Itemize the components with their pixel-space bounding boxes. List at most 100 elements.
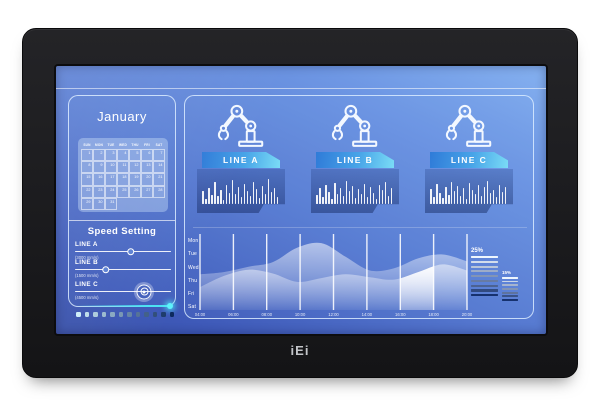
pager-dot[interactable] (101, 312, 106, 317)
mini-bar (492, 189, 495, 204)
calendar-date-cell[interactable]: 15 (81, 173, 93, 186)
calendar-date-cell[interactable]: 29 (81, 197, 93, 210)
pager-dot[interactable] (152, 312, 157, 317)
calendar-empty-cell (129, 198, 141, 210)
pager-dot[interactable] (169, 312, 174, 317)
calendar-date-cell[interactable]: 4 (117, 149, 129, 162)
calendar-date-cell[interactable]: 18 (117, 173, 129, 186)
slider-knob[interactable] (136, 284, 152, 300)
mini-bar (375, 199, 378, 204)
gauge-bar (502, 295, 518, 298)
gauge-bar (502, 299, 518, 301)
mini-bar (333, 183, 336, 204)
pager-dot[interactable] (110, 312, 115, 317)
calendar-date-cell[interactable]: 9 (93, 161, 105, 174)
calendar-date-cell[interactable]: 30 (93, 197, 105, 210)
pager-dot[interactable] (144, 312, 149, 317)
chart-x-label: 18:00 (428, 312, 439, 317)
mini-bar (225, 185, 228, 204)
line-tab[interactable]: LINE A (202, 152, 280, 168)
gauge-bar (471, 265, 498, 268)
calendar-date-cell[interactable]: 11 (117, 161, 129, 174)
calendar-date-cell[interactable]: 25 (117, 185, 129, 198)
calendar-day-header: MON (94, 143, 104, 147)
slider-knob[interactable] (101, 265, 110, 274)
slider-knob[interactable] (126, 247, 135, 256)
mini-bar (324, 184, 327, 204)
calendar-date-cell[interactable]: 7 (153, 149, 165, 162)
calendar-date-cell[interactable]: 22 (81, 185, 93, 198)
mini-bar (435, 184, 438, 204)
calendar-date-cell[interactable]: 20 (141, 173, 153, 186)
knob-center-dot (142, 290, 146, 294)
calendar-date-cell[interactable]: 13 (141, 161, 153, 174)
mini-bar (207, 187, 210, 204)
slider-track[interactable] (75, 251, 171, 253)
gauge-bar (471, 279, 498, 282)
calendar-date-cell[interactable]: 19 (129, 173, 141, 186)
pager-dot[interactable] (127, 312, 132, 317)
line-tab[interactable]: LINE C (430, 152, 508, 168)
calendar-date-cell[interactable]: 26 (129, 185, 141, 198)
mini-bar (351, 186, 354, 204)
calendar-date-cell[interactable]: 3 (105, 149, 117, 162)
mini-bar (354, 198, 357, 204)
mini-bar (462, 188, 465, 204)
pager-dot[interactable] (93, 312, 98, 317)
pager-dot[interactable] (135, 312, 140, 317)
mini-bar (316, 195, 318, 204)
pager-dot[interactable] (76, 312, 81, 317)
calendar-date-cell[interactable]: 24 (105, 185, 117, 198)
calendar-date-cell[interactable]: 8 (81, 161, 93, 174)
calendar-date-cell[interactable]: 12 (129, 161, 141, 174)
calendar-date-cell[interactable]: 28 (153, 185, 165, 198)
production-line-card: LINE A (197, 100, 285, 213)
chart-x-label: 10:00 (295, 312, 306, 317)
mini-bar (465, 198, 468, 204)
line-tab[interactable]: LINE B (316, 152, 394, 168)
slider-track[interactable] (75, 269, 171, 271)
calendar-date-cell[interactable]: 6 (141, 149, 153, 162)
calendar-date-cell[interactable]: 27 (141, 185, 153, 198)
mini-bar (345, 180, 348, 204)
calendar-date-cell[interactable]: 17 (105, 173, 117, 186)
slider-track[interactable] (75, 291, 171, 293)
chart-gridline (232, 234, 235, 310)
mini-bar (483, 187, 486, 204)
pager-dot[interactable] (161, 312, 166, 317)
chart-x-label: 06:00 (228, 312, 239, 317)
calendar-date-cell[interactable]: 1 (81, 149, 93, 162)
knob-inner-ring (140, 287, 149, 296)
mini-bar (318, 187, 321, 204)
chart-x-label: 08:00 (262, 312, 273, 317)
mini-bar (270, 192, 273, 204)
slider-label: LINE B (75, 259, 99, 266)
mini-bar (222, 199, 225, 204)
calendar-date-cell[interactable]: 31 (105, 197, 117, 210)
calendar-day-header: TUE (107, 143, 115, 147)
mini-bar (447, 195, 450, 204)
header-divider (56, 88, 546, 89)
calendar-date-cell[interactable]: 2 (93, 149, 105, 162)
calendar-date-cell[interactable]: 21 (153, 173, 165, 186)
calendar-grid: SUN MON TUE WED THU FRI SAT 1 2 3 4 5 6 7 8 9 10 11 12 13 14… (78, 138, 168, 212)
calendar-empty-cell (117, 198, 129, 210)
mini-bar (477, 185, 480, 204)
section-divider (193, 227, 527, 228)
mini-bar (202, 191, 204, 204)
calendar-day-header: THU (131, 143, 139, 147)
percent-gauge: 25% (471, 248, 498, 299)
calendar-date-cell[interactable]: 10 (105, 161, 117, 174)
pager-dot[interactable] (118, 312, 123, 317)
chart-gridline (199, 234, 201, 310)
calendar-date-cell[interactable]: 23 (93, 185, 105, 198)
calendar-date-cell[interactable]: 14 (153, 161, 165, 174)
calendar-date-cell[interactable]: 5 (129, 149, 141, 162)
chart-gridline (332, 234, 335, 310)
calendar-date-cell[interactable]: 16 (93, 173, 105, 186)
chart-y-label: Thu (188, 278, 198, 284)
slider-value: (4500 mm/s) (75, 294, 99, 300)
mini-bar (255, 189, 258, 204)
pager-dot[interactable] (84, 312, 89, 317)
mini-bar (213, 182, 216, 204)
